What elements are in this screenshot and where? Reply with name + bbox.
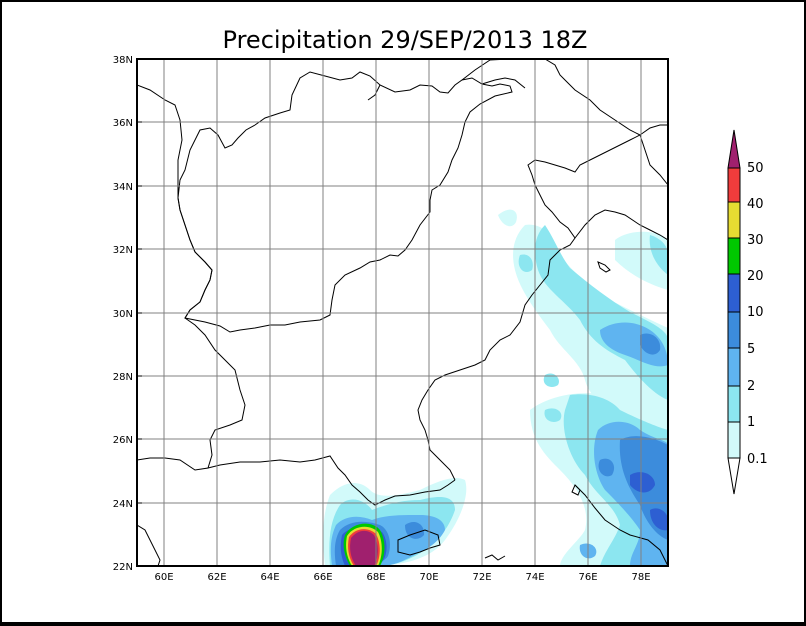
longitude-labels: 60E 62E 64E 66E 68E 70E 72E 74E 76E 78E xyxy=(154,572,650,583)
map-title: Precipitation 29/SEP/2013 18Z xyxy=(223,26,588,54)
legend-label: 0.1 xyxy=(747,452,768,467)
legend-swatch-50plus xyxy=(727,129,741,169)
lon-label: 64E xyxy=(260,572,279,583)
legend-label: 50 xyxy=(747,161,764,176)
legend-swatch-20 xyxy=(727,237,741,275)
legend-swatch-1 xyxy=(727,385,741,423)
legend-swatch-40 xyxy=(727,167,741,203)
grid-lines xyxy=(137,59,668,566)
lon-label: 62E xyxy=(207,572,226,583)
lat-label: 36N xyxy=(113,118,133,129)
lat-label: 32N xyxy=(113,245,133,256)
lat-label: 24N xyxy=(113,499,133,510)
legend-label: 20 xyxy=(747,269,764,284)
lon-label: 76E xyxy=(578,572,597,583)
latitude-labels: 38N 36N 34N 32N 30N 28N 26N 24N 22N xyxy=(113,55,133,573)
legend-swatch-10 xyxy=(727,273,741,313)
legend-swatch-01 xyxy=(727,421,741,459)
lon-label: 72E xyxy=(472,572,491,583)
legend-label: 30 xyxy=(747,233,764,248)
legend-label: 40 xyxy=(747,197,764,212)
lon-label: 74E xyxy=(525,572,544,583)
lon-label: 66E xyxy=(313,572,332,583)
lat-label: 30N xyxy=(113,309,133,320)
lon-label: 78E xyxy=(631,572,650,583)
lat-label: 28N xyxy=(113,372,133,383)
legend-swatch-2 xyxy=(727,347,741,387)
legend-labels: 50 40 30 20 10 5 2 1 0.1 xyxy=(747,161,768,467)
legend-swatch-below xyxy=(727,457,741,495)
country-borders xyxy=(137,59,668,566)
lat-label: 22N xyxy=(113,562,133,573)
legend-label: 5 xyxy=(747,342,755,357)
color-legend xyxy=(727,129,741,495)
lon-label: 60E xyxy=(154,572,173,583)
lon-label: 68E xyxy=(366,572,385,583)
lon-label: 70E xyxy=(419,572,438,583)
lat-label: 26N xyxy=(113,435,133,446)
legend-label: 2 xyxy=(747,379,755,394)
precipitation-field xyxy=(323,209,668,566)
legend-label: 1 xyxy=(747,415,755,430)
legend-label: 10 xyxy=(747,305,764,320)
legend-swatch-5 xyxy=(727,311,741,349)
legend-swatch-30 xyxy=(727,201,741,239)
lat-label: 38N xyxy=(113,55,133,66)
lat-label: 34N xyxy=(113,182,133,193)
